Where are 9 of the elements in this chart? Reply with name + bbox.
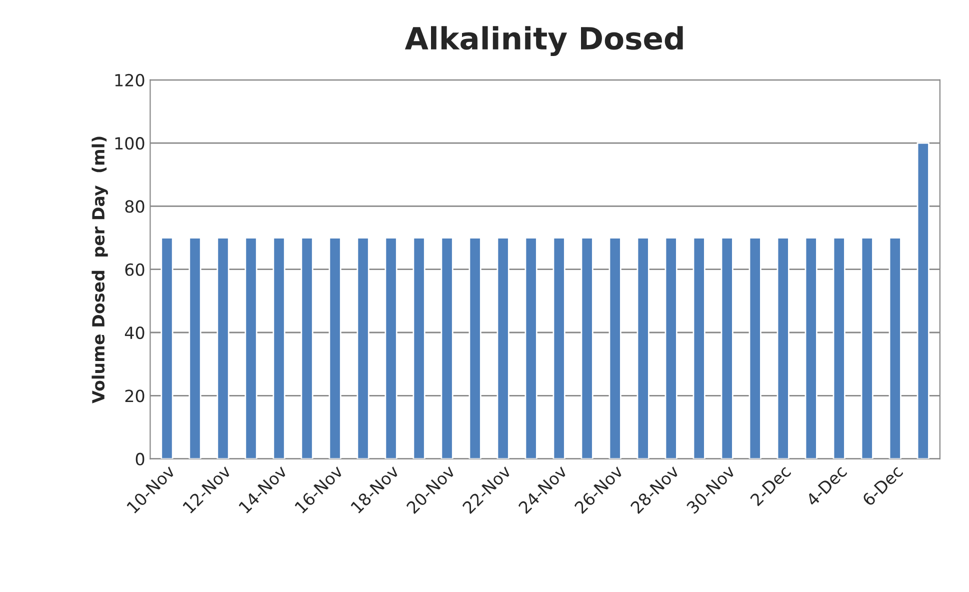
- y-axis-title: Volume Dosed per Day (ml): [92, 136, 108, 404]
- y-tick-label: 120: [115, 74, 144, 86]
- y-tick-label: 0: [136, 452, 144, 466]
- chart-title: Alkalinity Dosed: [404, 26, 683, 56]
- y-tick-label: 80: [125, 200, 144, 213]
- y-tick-label: 20: [125, 390, 144, 402]
- y-tick-label: 100: [115, 137, 144, 150]
- y-tick-label: 40: [124, 326, 144, 340]
- y-tick-label: 60: [125, 263, 144, 276]
